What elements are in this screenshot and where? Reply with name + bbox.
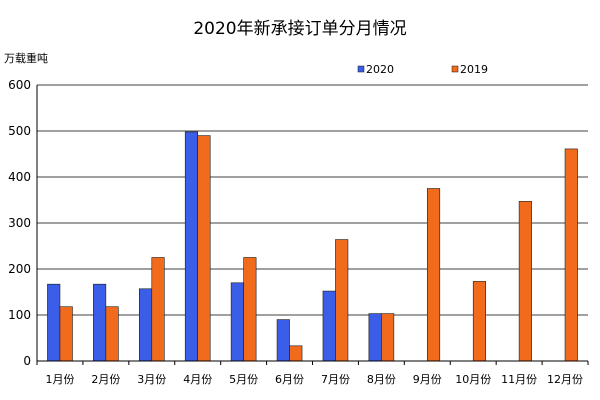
bar-2019-9	[426, 188, 441, 362]
x-tick-label: 12月份	[547, 373, 583, 386]
chart-title: 2020年新承接订单分月情况	[193, 19, 406, 39]
x-tick-labels: 1月份 2月份 3月份 4月份 5月份 6月份 7月份 8月份 9月份 10月份 11月份 12月份	[45, 373, 583, 386]
bar-2019-4	[197, 135, 211, 362]
bar-2020-1	[47, 283, 61, 362]
x-tick-label: 1月份	[45, 373, 74, 386]
bar-2019-10	[472, 281, 487, 362]
x-tick-label: 9月份	[413, 373, 442, 386]
bar-2020-6	[276, 319, 290, 362]
y-tick-label: 600	[8, 78, 31, 92]
y-tick-labels: 0 100 200 300 400 500 600	[8, 78, 31, 368]
x-tick-label: 4月份	[183, 373, 212, 386]
bar-2019-5	[243, 257, 257, 362]
legend: 2020 2019	[357, 63, 488, 76]
bar-2019-2	[105, 306, 119, 362]
bar-2019-12	[564, 148, 578, 362]
y-axis-unit-label: 万载重吨	[4, 51, 48, 65]
bar-2019-7	[335, 239, 349, 362]
bar-2020-3	[138, 288, 153, 362]
x-tick-label: 2月份	[91, 373, 120, 386]
bar-2019-8	[381, 313, 395, 362]
axes	[36, 85, 589, 365]
y-tick-label: 300	[8, 216, 31, 230]
gridlines	[37, 84, 588, 316]
x-tick-label: 6月份	[275, 373, 304, 386]
bar-2019-3	[151, 257, 165, 362]
x-tick-label: 5月份	[229, 373, 258, 386]
x-tick-label: 3月份	[137, 373, 166, 386]
bar-2019-1	[59, 306, 73, 362]
legend-swatch-2019	[451, 65, 459, 73]
bar-2020-4	[184, 131, 199, 362]
legend-swatch-2020	[357, 65, 365, 73]
x-tick-label: 8月份	[367, 373, 396, 386]
y-tick-label: 400	[8, 170, 31, 184]
x-tick-label: 7月份	[321, 373, 350, 386]
legend-label-2019: 2019	[460, 63, 488, 76]
bar-2019-11	[518, 201, 532, 362]
y-tick-label: 200	[8, 262, 31, 276]
bar-2020-5	[230, 282, 244, 362]
y-tick-label: 100	[8, 308, 31, 322]
y-tick-label: 500	[8, 124, 31, 138]
bar-2020-2	[93, 283, 107, 362]
bars	[47, 131, 578, 362]
legend-label-2020: 2020	[366, 63, 394, 76]
x-tick-label: 11月份	[501, 373, 537, 386]
bar-2020-8	[368, 313, 382, 362]
y-tick-label: 0	[23, 354, 31, 368]
bar-2019-6	[289, 345, 303, 362]
bar-2020-7	[322, 290, 336, 362]
x-tick-label: 10月份	[455, 373, 491, 386]
